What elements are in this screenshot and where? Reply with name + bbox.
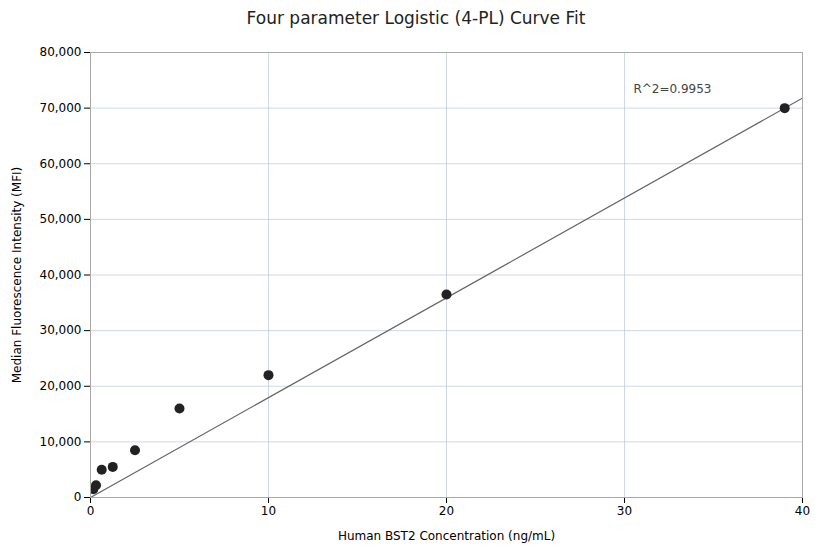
html-text:Four parameter Logistic (4-PL): Four parameter Logistic (4-PL) Curve Fit [246, 8, 586, 28]
svg-text:Median Fluorescence Intensity: Median Fluorescence Intensity (MFI) [10, 167, 24, 384]
svg-text:70,000: 70,000 [40, 101, 82, 115]
svg-text:30: 30 [617, 504, 632, 518]
svg-text:R^2=0.9953: R^2=0.9953 [633, 81, 711, 95]
svg-text:30,000: 30,000 [40, 323, 82, 337]
svg-text:0: 0 [87, 504, 95, 518]
svg-text:20: 20 [439, 504, 454, 518]
svg-text:0: 0 [74, 490, 82, 504]
svg-text:60,000: 60,000 [40, 157, 82, 171]
svg-text:50,000: 50,000 [40, 212, 82, 226]
svg-text:10: 10 [261, 504, 276, 518]
svg-text:40: 40 [795, 504, 810, 518]
svg-text:40,000: 40,000 [40, 268, 82, 282]
svg-text:Human BST2 Concentration (ng/m: Human BST2 Concentration (ng/mL) [338, 529, 555, 543]
svg-text:80,000: 80,000 [40, 45, 82, 59]
svg-text:10,000: 10,000 [40, 435, 82, 449]
svg-text:20,000: 20,000 [40, 379, 82, 393]
